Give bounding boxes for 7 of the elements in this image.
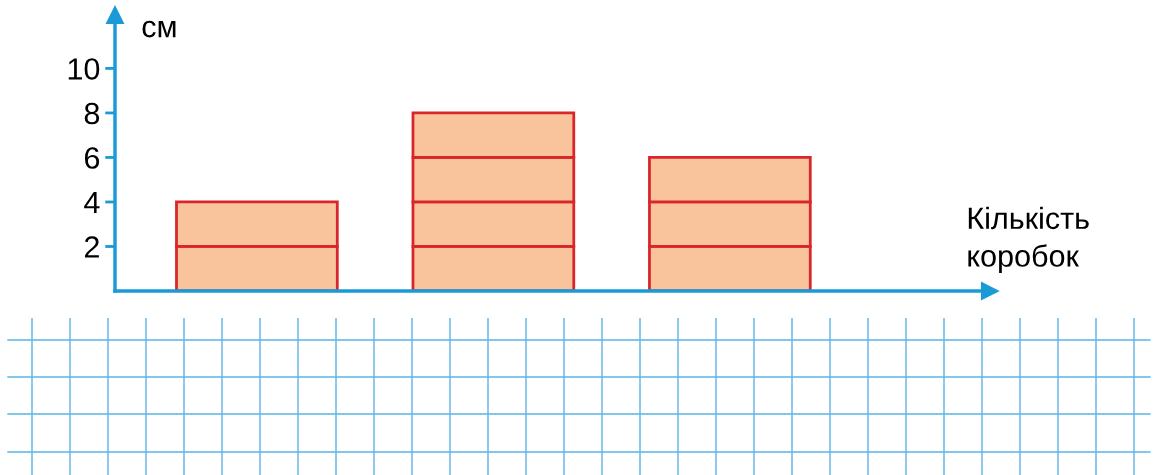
y-tick-label: 2 bbox=[84, 236, 99, 258]
y-axis-title: см bbox=[142, 20, 176, 38]
y-tick-label: 8 bbox=[84, 102, 100, 125]
y-tick-label: 6 bbox=[84, 147, 100, 169]
y-tick-label: 10 bbox=[68, 58, 100, 80]
y-tick-label: 4 bbox=[84, 192, 100, 214]
x-axis-title: Кількість коробок bbox=[968, 206, 1089, 273]
